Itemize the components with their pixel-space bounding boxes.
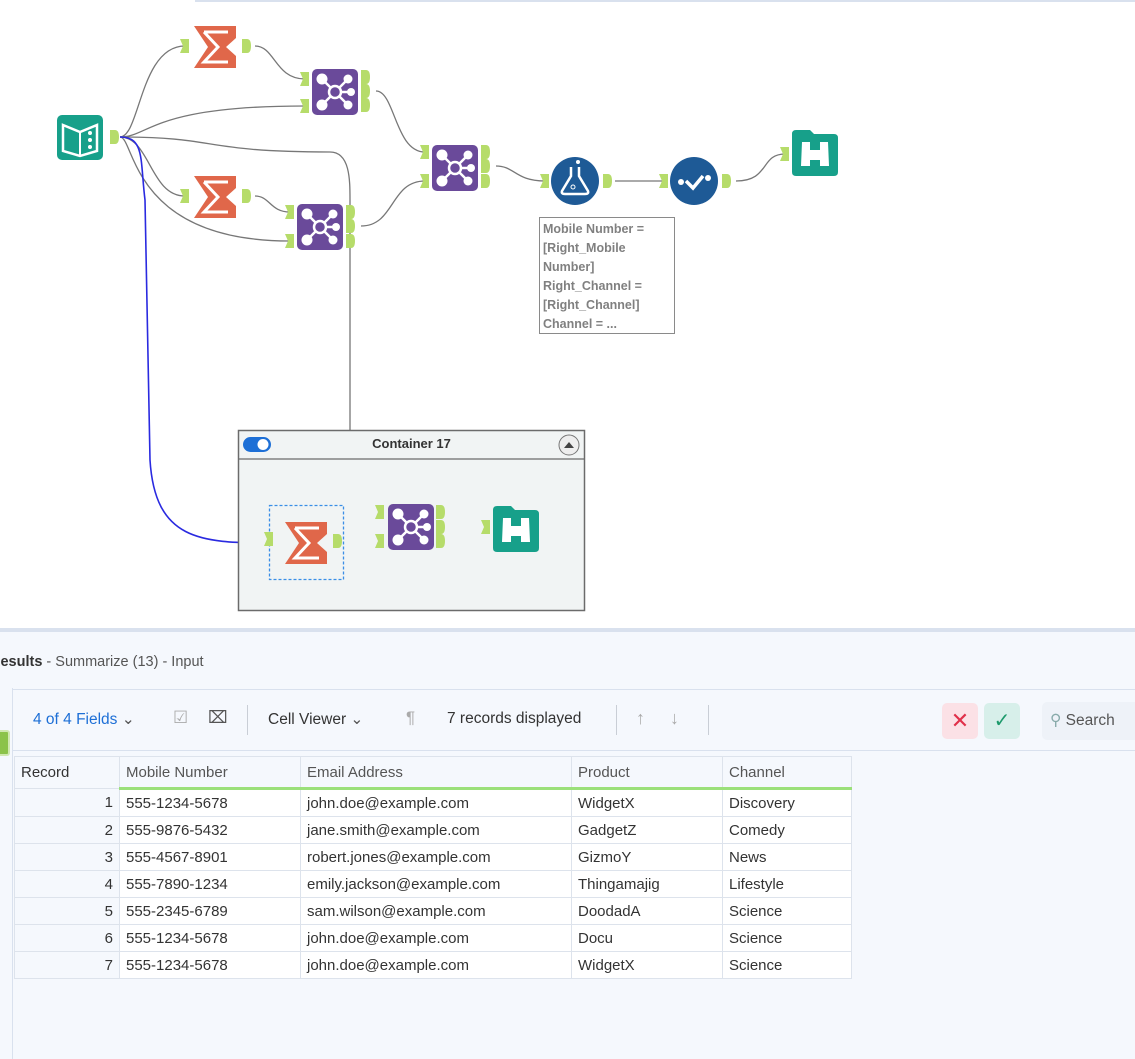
- table-cell[interactable]: 4: [14, 870, 120, 898]
- search-input[interactable]: ⚲ Search: [1042, 702, 1135, 740]
- annotation-line: Number]: [543, 260, 595, 274]
- container-toggle[interactable]: [243, 437, 271, 452]
- records-count: 7 records displayed: [447, 710, 582, 727]
- results-subtitle: - Summarize (13) - Input: [42, 654, 204, 670]
- table-cell[interactable]: john.doe@example.com: [300, 924, 572, 952]
- chevron-down-icon: ⌄: [350, 711, 364, 728]
- table-cell[interactable]: Docu: [571, 924, 723, 952]
- table-cell[interactable]: 1: [14, 788, 120, 817]
- fields-dropdown[interactable]: 4 of 4 Fields ⌄: [33, 710, 135, 729]
- table-cell[interactable]: WidgetX: [571, 951, 723, 979]
- table-cell[interactable]: emily.jackson@example.com: [300, 870, 572, 898]
- results-panel: Results - Summarize (13) - Input 4 of 4 …: [0, 628, 1135, 1059]
- cell-viewer-dropdown[interactable]: Cell Viewer ⌄: [268, 710, 363, 729]
- table-row[interactable]: 6 555-1234-5678 john.doe@example.com Docu Sc…: [14, 924, 852, 952]
- results-title: Results: [0, 654, 43, 670]
- results-toolbar: 4 of 4 Fields ⌄ ☑ ⌧ Cell Viewer ⌄ ¶ 7 re…: [13, 689, 1135, 751]
- table-header-row: Record Mobile Number Email Address Produ…: [14, 756, 852, 790]
- annotation-line: Right_Channel =: [543, 279, 642, 293]
- search-placeholder: Search: [1065, 712, 1115, 729]
- join-tool-3[interactable]: [420, 143, 490, 193]
- table-cell[interactable]: sam.wilson@example.com: [300, 897, 572, 925]
- table-row[interactable]: 4 555-7890-1234 emily.jackson@example.com T…: [14, 870, 852, 898]
- results-sidebar: [0, 688, 13, 1059]
- table-cell[interactable]: News: [722, 843, 852, 871]
- table-cell[interactable]: 555-1234-5678: [119, 924, 301, 952]
- chevron-down-icon: ⌄: [121, 711, 135, 728]
- collapse-container-button[interactable]: [558, 434, 580, 456]
- table-cell[interactable]: 555-4567-8901: [119, 843, 301, 871]
- table-row[interactable]: 7 555-1234-5678 john.doe@example.com Widget…: [14, 951, 852, 979]
- table-cell[interactable]: WidgetX: [571, 788, 723, 817]
- select-all-icon[interactable]: ☑: [173, 708, 189, 727]
- table-cell[interactable]: Discovery: [722, 788, 852, 817]
- fields-label: 4 of 4 Fields: [33, 711, 118, 728]
- table-cell[interactable]: 7: [14, 951, 120, 979]
- table-row[interactable]: 2 555-9876-5432 jane.smith@example.com Gadg…: [14, 816, 852, 844]
- table-cell[interactable]: Science: [722, 924, 852, 952]
- table-cell[interactable]: 555-7890-1234: [119, 870, 301, 898]
- table-cell[interactable]: DoodadA: [571, 897, 723, 925]
- workflow-canvas[interactable]: [0, 0, 1135, 628]
- table-cell[interactable]: 555-2345-6789: [119, 897, 301, 925]
- formula-tool[interactable]: [540, 157, 612, 205]
- divider: [247, 705, 248, 735]
- table-cell[interactable]: GadgetZ: [571, 816, 723, 844]
- cell-viewer-label: Cell Viewer: [268, 711, 347, 728]
- table-cell[interactable]: GizmoY: [571, 843, 723, 871]
- pilcrow-icon[interactable]: ¶: [406, 708, 416, 727]
- deselect-all-icon[interactable]: ⌧: [208, 708, 228, 727]
- column-header-channel[interactable]: Channel: [722, 756, 852, 790]
- table-cell[interactable]: 5: [14, 897, 120, 925]
- table-row[interactable]: 1 555-1234-5678 john.doe@example.com Widget…: [14, 788, 852, 817]
- annotation-line: Channel = ...: [543, 317, 617, 331]
- arrow-down-icon[interactable]: ↓: [670, 708, 679, 728]
- column-header-mobile-number[interactable]: Mobile Number: [119, 756, 301, 790]
- table-cell[interactable]: 555-9876-5432: [119, 816, 301, 844]
- formula-annotation: Mobile Number = [Right_Mobile Number] Ri…: [539, 217, 675, 334]
- divider: [616, 705, 617, 735]
- select-tool[interactable]: [659, 157, 731, 205]
- table-row[interactable]: 3 555-4567-8901 robert.jones@example.com Gi…: [14, 843, 852, 871]
- check-icon[interactable]: ✓: [984, 703, 1020, 739]
- arrow-up-icon[interactable]: ↑: [636, 708, 645, 728]
- table-cell[interactable]: 2: [14, 816, 120, 844]
- column-header-email-address[interactable]: Email Address: [300, 756, 572, 790]
- annotation-line: [Right_Mobile: [543, 241, 626, 255]
- divider: [708, 705, 709, 735]
- join-tool-2[interactable]: [285, 202, 355, 252]
- container-title: Container 17: [372, 436, 451, 451]
- table-cell[interactable]: 6: [14, 924, 120, 952]
- selection-box: [268, 504, 345, 581]
- table-cell[interactable]: Thingamajig: [571, 870, 723, 898]
- selected-connection[interactable]: [119, 136, 271, 544]
- column-header-product[interactable]: Product: [571, 756, 723, 790]
- table-cell[interactable]: Comedy: [722, 816, 852, 844]
- annotation-line: Mobile Number =: [543, 222, 645, 236]
- table-cell[interactable]: 3: [14, 843, 120, 871]
- input-data-tool[interactable]: [57, 115, 119, 160]
- search-icon: ⚲: [1050, 712, 1062, 729]
- summarize-tool-1[interactable]: [180, 22, 251, 72]
- results-table: Record Mobile Number Email Address Produ…: [14, 756, 852, 979]
- browse-tool-1[interactable]: [780, 130, 838, 176]
- table-cell[interactable]: jane.smith@example.com: [300, 816, 572, 844]
- join-tool-1[interactable]: [300, 67, 370, 117]
- table-cell[interactable]: Lifestyle: [722, 870, 852, 898]
- column-header-record[interactable]: Record: [14, 756, 120, 789]
- sidebar-active-item[interactable]: [0, 730, 10, 756]
- table-cell[interactable]: 555-1234-5678: [119, 951, 301, 979]
- table-cell[interactable]: Science: [722, 951, 852, 979]
- summarize-tool-2[interactable]: [180, 172, 251, 222]
- table-cell[interactable]: robert.jones@example.com: [300, 843, 572, 871]
- annotation-line: [Right_Channel]: [543, 298, 640, 312]
- close-icon[interactable]: ✕: [942, 703, 978, 739]
- table-cell[interactable]: 555-1234-5678: [119, 788, 301, 817]
- results-header: Results - Summarize (13) - Input: [0, 654, 204, 670]
- table-cell[interactable]: Science: [722, 897, 852, 925]
- table-cell[interactable]: john.doe@example.com: [300, 951, 572, 979]
- table-row[interactable]: 5 555-2345-6789 sam.wilson@example.com Dood…: [14, 897, 852, 925]
- table-cell[interactable]: john.doe@example.com: [300, 788, 572, 817]
